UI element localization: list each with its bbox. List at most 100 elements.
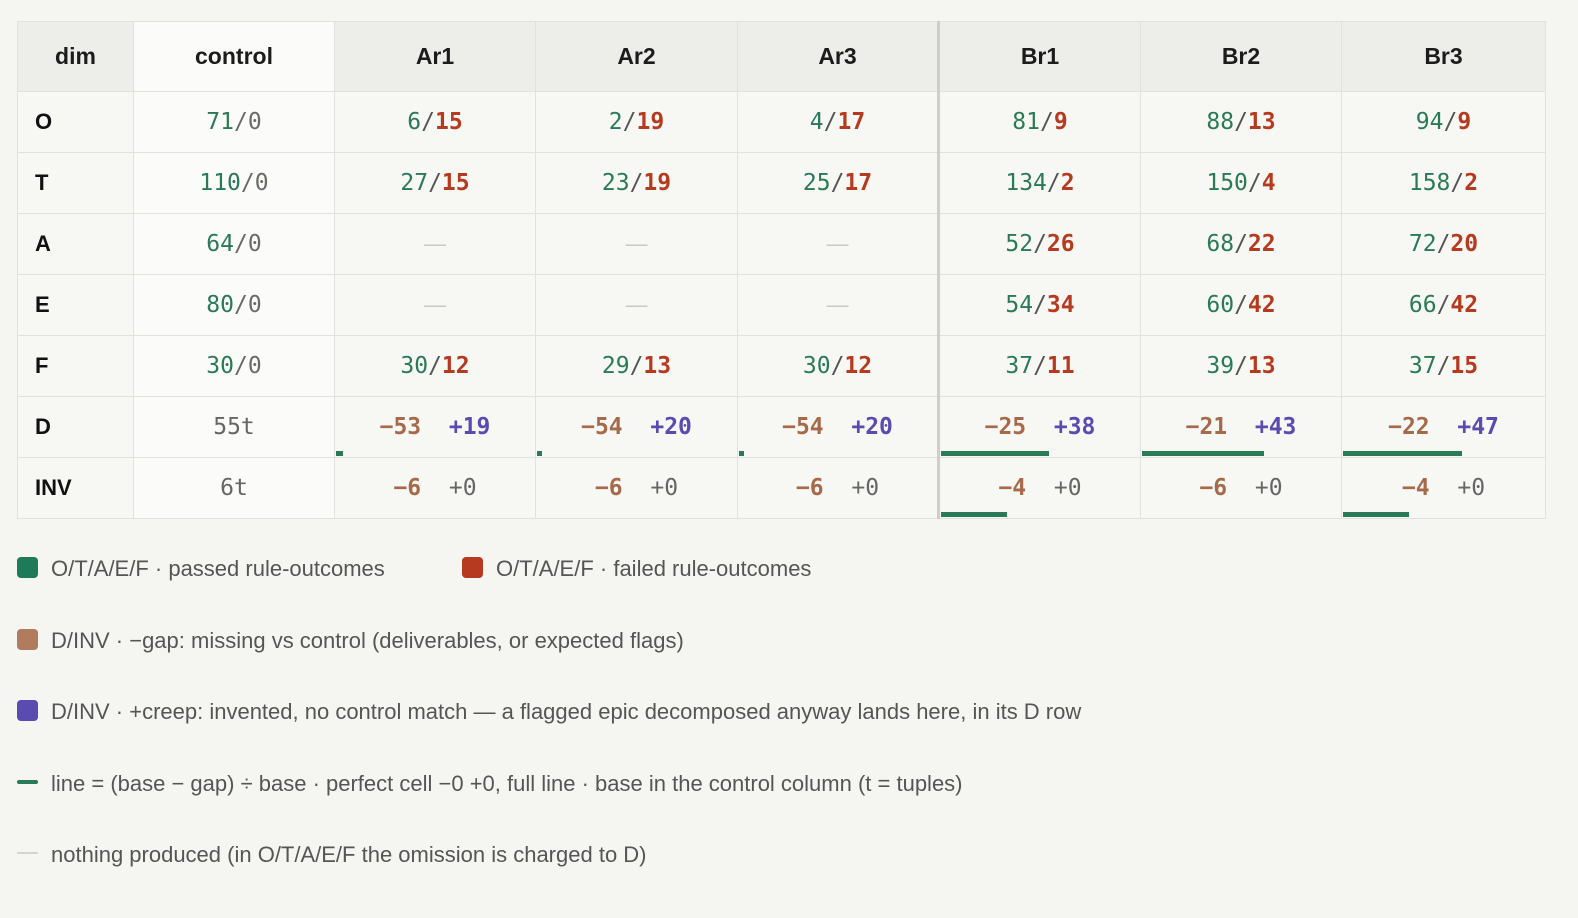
creep-value: +0 xyxy=(1254,475,1283,501)
passed-count: 37 xyxy=(1408,353,1437,379)
slash: / xyxy=(1033,292,1047,318)
result-value: 30/12 xyxy=(803,353,872,379)
delta-cell: −6 +0 xyxy=(737,457,939,519)
gap-value: −21 xyxy=(1185,414,1228,440)
control-cell: 6t xyxy=(133,457,335,519)
spacer xyxy=(421,475,449,501)
control-value: 80/0 xyxy=(206,292,261,318)
result-cell: 150/4 xyxy=(1140,152,1342,214)
result-cell: — xyxy=(535,274,738,336)
result-cell: 29/13 xyxy=(535,335,738,397)
dim-label: D xyxy=(17,396,134,458)
result-value: 30/12 xyxy=(400,353,469,379)
result-cell: 158/2 xyxy=(1341,152,1546,214)
result-value: 72/20 xyxy=(1409,231,1478,257)
spacer xyxy=(1227,475,1255,501)
failed-count: 19 xyxy=(636,109,665,135)
gap-value: −53 xyxy=(379,414,422,440)
table-row: A 64/0— — —52/26 68/22 72/20 xyxy=(17,213,1546,275)
creep-value: +0 xyxy=(448,475,477,501)
table-row: F 30/0 30/12 29/13 30/12 37/11 39/13 37/15 xyxy=(17,335,1546,397)
passed-count: 88 xyxy=(1206,109,1235,135)
result-value: 81/9 xyxy=(1012,109,1067,135)
creep-value: +20 xyxy=(650,414,692,440)
gap-value: −54 xyxy=(581,414,623,440)
slash: / xyxy=(1443,109,1458,135)
result-value: 150/4 xyxy=(1206,170,1275,196)
nothing-produced-dash: — xyxy=(625,292,648,317)
passed-count: 150 xyxy=(1206,170,1248,196)
result-value: 134/2 xyxy=(1005,170,1074,196)
creep-swatch xyxy=(17,699,38,721)
nothing-produced-dash: — xyxy=(826,292,849,317)
gap-value: −25 xyxy=(984,414,1027,440)
result-cell: 60/42 xyxy=(1140,274,1342,336)
failed-count: 13 xyxy=(1247,353,1276,379)
result-cell: 72/20 xyxy=(1341,213,1546,275)
dim-label: A xyxy=(17,213,134,275)
creep-value: +47 xyxy=(1457,414,1499,440)
slash: / xyxy=(233,292,248,318)
legend-line: line = (base − gap) ÷ base · perfect cel… xyxy=(17,770,963,800)
delta-cell: −54 +20 xyxy=(535,396,738,458)
delta-cell: −6 +0 xyxy=(334,457,536,519)
delta-value: −4 +0 xyxy=(998,475,1081,501)
delta-cell: −54 +20 xyxy=(737,396,939,458)
header-br1: Br1 xyxy=(937,21,1141,92)
result-cell: 30/12 xyxy=(737,335,939,397)
passed-count: 52 xyxy=(1005,231,1034,257)
result-value: 68/22 xyxy=(1206,231,1275,257)
dim-label: O xyxy=(17,91,134,153)
slash: / xyxy=(830,353,845,379)
result-value: 158/2 xyxy=(1409,170,1478,196)
slash: / xyxy=(629,353,644,379)
results-table-container: dim control Ar1 Ar2 Ar3 Br1 Br2 Br3 O 71/… xyxy=(17,21,1546,519)
slash: / xyxy=(1234,353,1248,379)
slash: / xyxy=(1033,353,1047,379)
passed-count: 37 xyxy=(1005,353,1034,379)
spacer xyxy=(824,414,852,440)
legend-line-label: line = (base − gap) ÷ base · perfect cel… xyxy=(51,771,963,797)
delta-value: −21 +43 xyxy=(1186,414,1297,440)
failed-count: 2 xyxy=(1464,170,1479,196)
result-cell: 94/9 xyxy=(1341,91,1546,153)
slash: / xyxy=(233,231,248,257)
control-cell: 110/0 xyxy=(133,152,335,214)
gap-value: −6 xyxy=(393,475,422,501)
failed-count: 17 xyxy=(837,109,866,135)
gap-swatch xyxy=(17,628,38,650)
result-value: 94/9 xyxy=(1416,109,1471,135)
result-cell: — xyxy=(334,213,536,275)
control-cell: 71/0 xyxy=(133,91,335,153)
delta-value: −53 +19 xyxy=(380,414,491,440)
result-value: 27/15 xyxy=(400,170,469,196)
delta-cell: −6 +0 xyxy=(1140,457,1342,519)
spacer xyxy=(421,414,449,440)
result-cell: 6/15 xyxy=(334,91,536,153)
table-row: D 55t −53 +19 −54 +20 −54 +20 −25 +38 −21 +43−… xyxy=(17,396,1546,458)
passed-count: 158 xyxy=(1408,170,1451,196)
legend-creep: D/INV · +creep: invented, no control mat… xyxy=(17,698,1081,728)
delta-value: −22 +47 xyxy=(1388,414,1499,440)
passed-count: 2 xyxy=(608,109,623,135)
result-value: 37/11 xyxy=(1005,353,1074,379)
header-br3: Br3 xyxy=(1341,21,1546,92)
failed-count: 15 xyxy=(435,109,463,135)
result-cell: 88/13 xyxy=(1140,91,1342,153)
delta-cell: −25 +38 xyxy=(937,396,1141,458)
slash: / xyxy=(1033,231,1047,257)
header-ar1: Ar1 xyxy=(334,21,536,92)
passed-count: 94 xyxy=(1415,109,1444,135)
nothing-produced-dash: — xyxy=(625,231,648,256)
failed-count: 42 xyxy=(1247,292,1276,318)
legend-passed-label: O/T/A/E/F · passed rule-outcomes xyxy=(51,556,385,582)
coverage-line xyxy=(1343,512,1409,517)
spacer xyxy=(623,414,651,440)
result-cell: 66/42 xyxy=(1341,274,1546,336)
control-passed: 30 xyxy=(206,353,234,379)
control-failed: 0 xyxy=(254,170,269,196)
control-failed: 0 xyxy=(247,231,262,257)
passed-count: 30 xyxy=(802,353,831,379)
table-row: INV 6t −6 +0 −6 +0 −6 +0 −4 +0 −6 +0 −4 +0 xyxy=(17,457,1546,519)
result-value: 6/15 xyxy=(407,109,462,135)
